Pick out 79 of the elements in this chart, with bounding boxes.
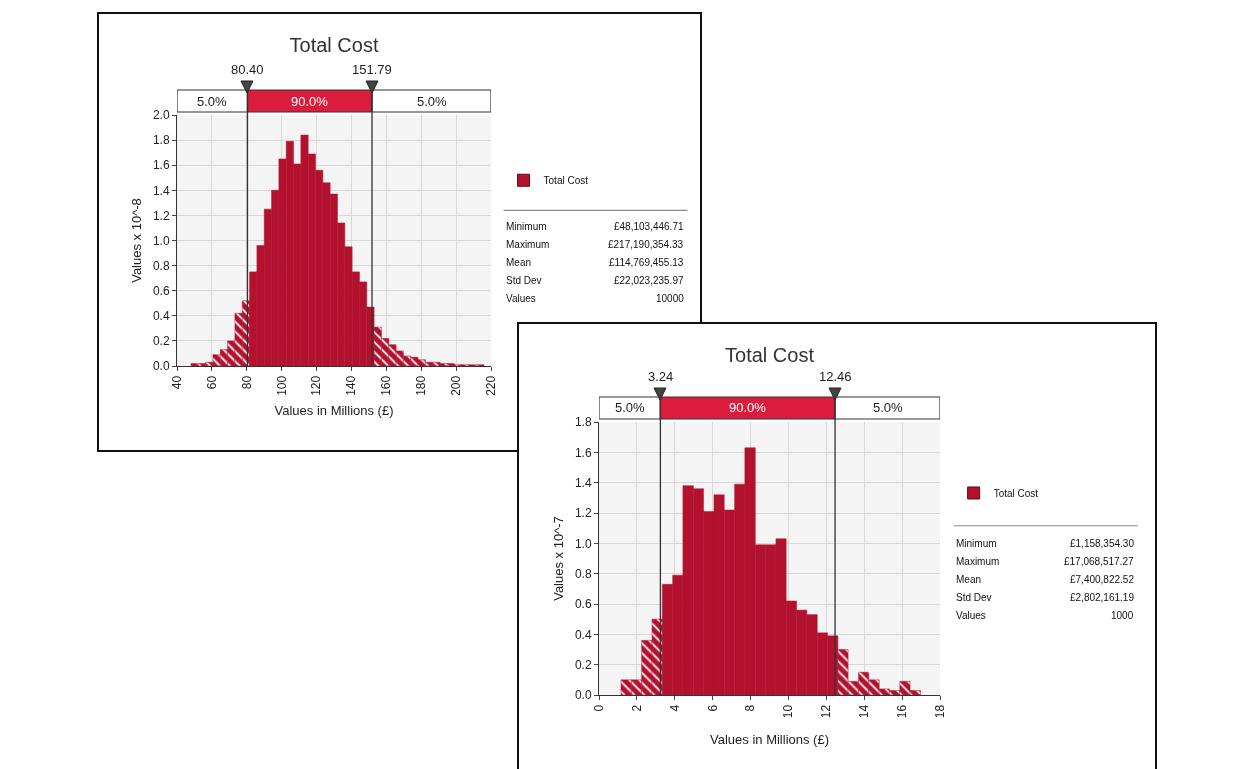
x-tick-label: 18 xyxy=(932,704,947,719)
y-tick-label: 1.8 xyxy=(152,133,170,148)
y-tick-label: 0.2 xyxy=(152,334,170,349)
y-tick-label: 2.0 xyxy=(152,108,170,123)
text: £17,068,517.27 xyxy=(1064,556,1134,567)
text: £2,802,161.19 xyxy=(1070,592,1135,603)
text: Minimum xyxy=(506,221,547,232)
x-tick-label: 10 xyxy=(781,704,796,719)
y-tick-label: 0.8 xyxy=(574,566,592,581)
text: Maximum xyxy=(506,239,550,250)
y-tick-label: 0.4 xyxy=(152,309,170,323)
text: 1000 xyxy=(1111,610,1134,621)
x-tick-label: 220 xyxy=(483,375,498,396)
text: 10000 xyxy=(656,293,685,304)
text: Minimum xyxy=(956,538,997,549)
y-tick-label: 1.6 xyxy=(152,158,170,173)
chart-title: Total Cost xyxy=(289,34,379,56)
text: £1,158,354.30 xyxy=(1070,538,1135,549)
text: £217,190,354.33 xyxy=(608,239,684,250)
ref-line-label: 12.46 xyxy=(819,369,852,384)
text: 5.0% xyxy=(417,94,448,109)
y-tick-label: 0.0 xyxy=(574,688,592,703)
y-tick-label: 1.8 xyxy=(574,415,592,430)
x-tick-label: 60 xyxy=(204,375,219,390)
x-tick-label: 2 xyxy=(629,704,644,712)
y-tick-label: 1.2 xyxy=(152,208,170,223)
ref-line-label: 3.24 xyxy=(648,369,674,384)
text: £7,400,822.52 xyxy=(1070,574,1135,585)
text: Mean xyxy=(956,574,982,585)
x-axis-title: Values in Millions (£) xyxy=(710,732,829,747)
text: Maximum xyxy=(956,556,1000,567)
x-tick-label: 16 xyxy=(895,704,910,719)
x-tick-label: 100 xyxy=(274,375,289,396)
x-tick-label: 40 xyxy=(169,375,184,390)
y-tick-label: 0.8 xyxy=(152,258,170,273)
x-tick-label: 120 xyxy=(309,375,324,396)
chart-title: Total Cost xyxy=(725,344,815,366)
y-tick-label: 1.4 xyxy=(152,183,170,198)
text: 5.0% xyxy=(615,400,646,415)
x-tick-label: 200 xyxy=(449,375,464,396)
text: Values xyxy=(506,293,536,304)
x-tick-label: 140 xyxy=(344,375,359,396)
y-tick-label: 0.6 xyxy=(574,597,592,612)
y-tick-label: 1.0 xyxy=(574,536,592,551)
x-axis-title: Values in Millions (£) xyxy=(274,403,394,418)
text: £114,769,455.13 xyxy=(609,257,684,268)
y-tick-label: 1.4 xyxy=(574,475,592,490)
x-tick-label: 14 xyxy=(857,704,872,719)
text: 5.0% xyxy=(873,400,904,415)
text: 90.0% xyxy=(291,94,329,109)
x-tick-label: 160 xyxy=(379,375,394,396)
x-tick-label: 0 xyxy=(591,704,606,712)
y-tick-label: 0.0 xyxy=(152,359,170,374)
text: Mean xyxy=(506,257,532,268)
y-tick-label: 0.6 xyxy=(152,283,170,298)
y-tick-label: 0.2 xyxy=(574,657,592,672)
y-tick-label: 1.0 xyxy=(152,233,170,248)
y-tick-label: 0.4 xyxy=(574,627,592,642)
ref-line-label: 80.40 xyxy=(231,62,264,77)
x-tick-label: 180 xyxy=(414,375,429,396)
text: 5.0% xyxy=(197,94,228,109)
ref-line-label: 151.79 xyxy=(352,62,392,77)
y-axis-title: Values x 10^-8 xyxy=(129,198,144,283)
legend-label: Total Cost xyxy=(543,175,589,187)
x-tick-label: 80 xyxy=(239,375,254,390)
x-tick-label: 4 xyxy=(667,704,682,712)
text: 90.0% xyxy=(729,400,767,415)
x-tick-label: 6 xyxy=(705,704,720,712)
y-tick-label: 1.6 xyxy=(574,445,592,460)
text: Values xyxy=(956,610,986,621)
x-tick-label: 12 xyxy=(819,704,834,719)
text: Std Dev xyxy=(956,592,992,603)
text: £22,023,235.97 xyxy=(614,275,684,286)
x-tick-label: 8 xyxy=(743,704,758,712)
text: £48,103,446.71 xyxy=(614,221,684,232)
y-axis-title: Values x 10^-7 xyxy=(551,516,566,601)
legend-label: Total Cost xyxy=(993,487,1039,499)
y-tick-label: 1.2 xyxy=(574,506,592,521)
text: Std Dev xyxy=(506,275,542,286)
